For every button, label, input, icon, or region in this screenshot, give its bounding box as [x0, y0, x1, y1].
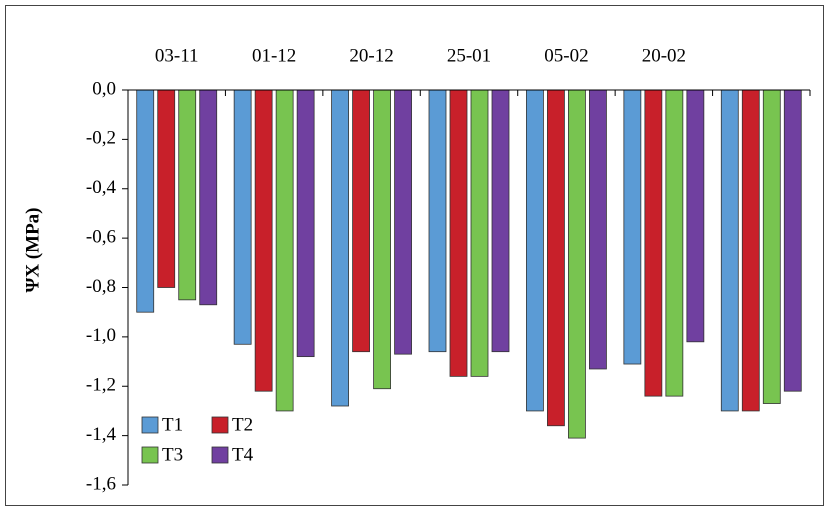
bar	[783, 89, 802, 392]
legend-label: T1	[162, 414, 183, 435]
bar	[644, 89, 663, 397]
y-axis-label: ΨX (MPa)	[22, 208, 43, 293]
y-tick-label: -1,4	[86, 424, 117, 445]
y-tick-label: -1,0	[86, 325, 116, 346]
bar	[233, 89, 252, 345]
bar	[428, 89, 447, 353]
x-tick-label: 25-01	[447, 45, 491, 66]
bar	[491, 89, 510, 353]
legend-swatch	[211, 446, 229, 464]
y-tick-label: -0,2	[86, 128, 116, 149]
bar	[199, 89, 218, 306]
legend-swatch	[141, 416, 159, 434]
bar	[136, 89, 155, 313]
bar	[275, 89, 294, 412]
y-tick-label: -0,4	[86, 177, 117, 198]
bar	[373, 89, 391, 390]
bar	[665, 89, 684, 397]
bar	[741, 89, 760, 412]
legend-label: T3	[162, 444, 183, 465]
legend-swatch	[141, 446, 159, 464]
bar	[720, 89, 739, 412]
bar	[331, 89, 349, 407]
bar	[568, 89, 586, 439]
x-tick-label: 20-12	[349, 45, 393, 66]
x-tick-label: 05-02	[544, 45, 588, 66]
x-tick-label: 03-11	[155, 45, 199, 66]
bar	[470, 89, 489, 377]
bar	[254, 89, 273, 392]
bar	[589, 89, 607, 370]
bar	[296, 89, 315, 358]
y-tick-label: -1,6	[86, 473, 116, 494]
y-tick-label: -0,6	[86, 226, 116, 247]
y-tick-label: 0,0	[92, 78, 116, 99]
bar	[762, 89, 781, 404]
legend-label: T4	[232, 444, 254, 465]
bar	[526, 89, 544, 412]
legend-label: T2	[232, 414, 253, 435]
bar	[157, 89, 176, 288]
y-tick-label: -0,8	[86, 276, 116, 297]
y-tick-label: -1,2	[86, 375, 116, 396]
legend-swatch	[211, 416, 229, 434]
x-tick-label: 01-12	[252, 45, 296, 66]
x-tick-label: 20-02	[642, 45, 686, 66]
bar	[352, 89, 370, 353]
bar	[178, 89, 197, 301]
bar	[449, 89, 468, 377]
bar	[686, 89, 705, 343]
bar	[623, 89, 642, 365]
bar	[547, 89, 565, 427]
bar	[394, 89, 412, 355]
